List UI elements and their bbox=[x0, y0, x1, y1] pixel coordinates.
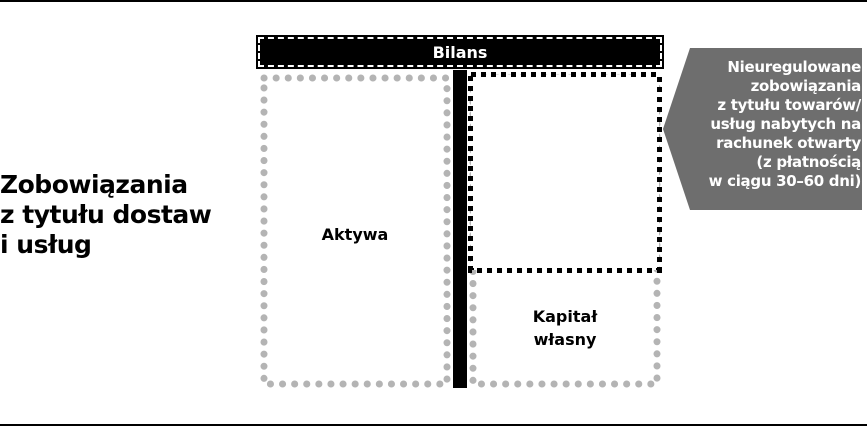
diagram-title: Zobowiązania z tytułu dostaw i usług bbox=[0, 170, 230, 260]
title-line-3: i usług bbox=[0, 230, 92, 259]
callout-text: Nieuregulowane zobowiązania z tytułu tow… bbox=[685, 58, 862, 191]
equity-label-line-2: własny bbox=[533, 330, 597, 349]
assets-label: Aktywa bbox=[321, 225, 389, 244]
callout-shape bbox=[663, 48, 862, 210]
callout-line-7: w ciągu 30–60 dni) bbox=[708, 172, 862, 190]
title-line-2: z tytułu dostaw bbox=[0, 200, 212, 229]
callout-line-6: (z płatnością bbox=[756, 153, 861, 171]
assets-box bbox=[260, 74, 451, 388]
callout-line-2: zobowiązania bbox=[750, 77, 862, 95]
callout-line-1: Nieuregulowane bbox=[727, 58, 861, 76]
balance-title: Bilans bbox=[432, 42, 488, 62]
callout-line-4: usług nabytych na bbox=[710, 115, 861, 133]
title-line-1: Zobowiązania bbox=[0, 170, 188, 199]
callout-line-3: z tytułu towarów/ bbox=[717, 96, 861, 114]
center-divider bbox=[453, 70, 467, 388]
balance-title-bar: Bilans bbox=[256, 35, 664, 69]
equity-label-block: Kapitał własny bbox=[500, 305, 630, 351]
assets-label-block: Aktywa bbox=[290, 223, 420, 246]
top-rule bbox=[0, 0, 867, 2]
equity-label-line-1: Kapitał bbox=[532, 307, 598, 326]
callout-line-5: rachunek otwarty bbox=[716, 134, 861, 152]
bottom-rule bbox=[0, 424, 867, 426]
